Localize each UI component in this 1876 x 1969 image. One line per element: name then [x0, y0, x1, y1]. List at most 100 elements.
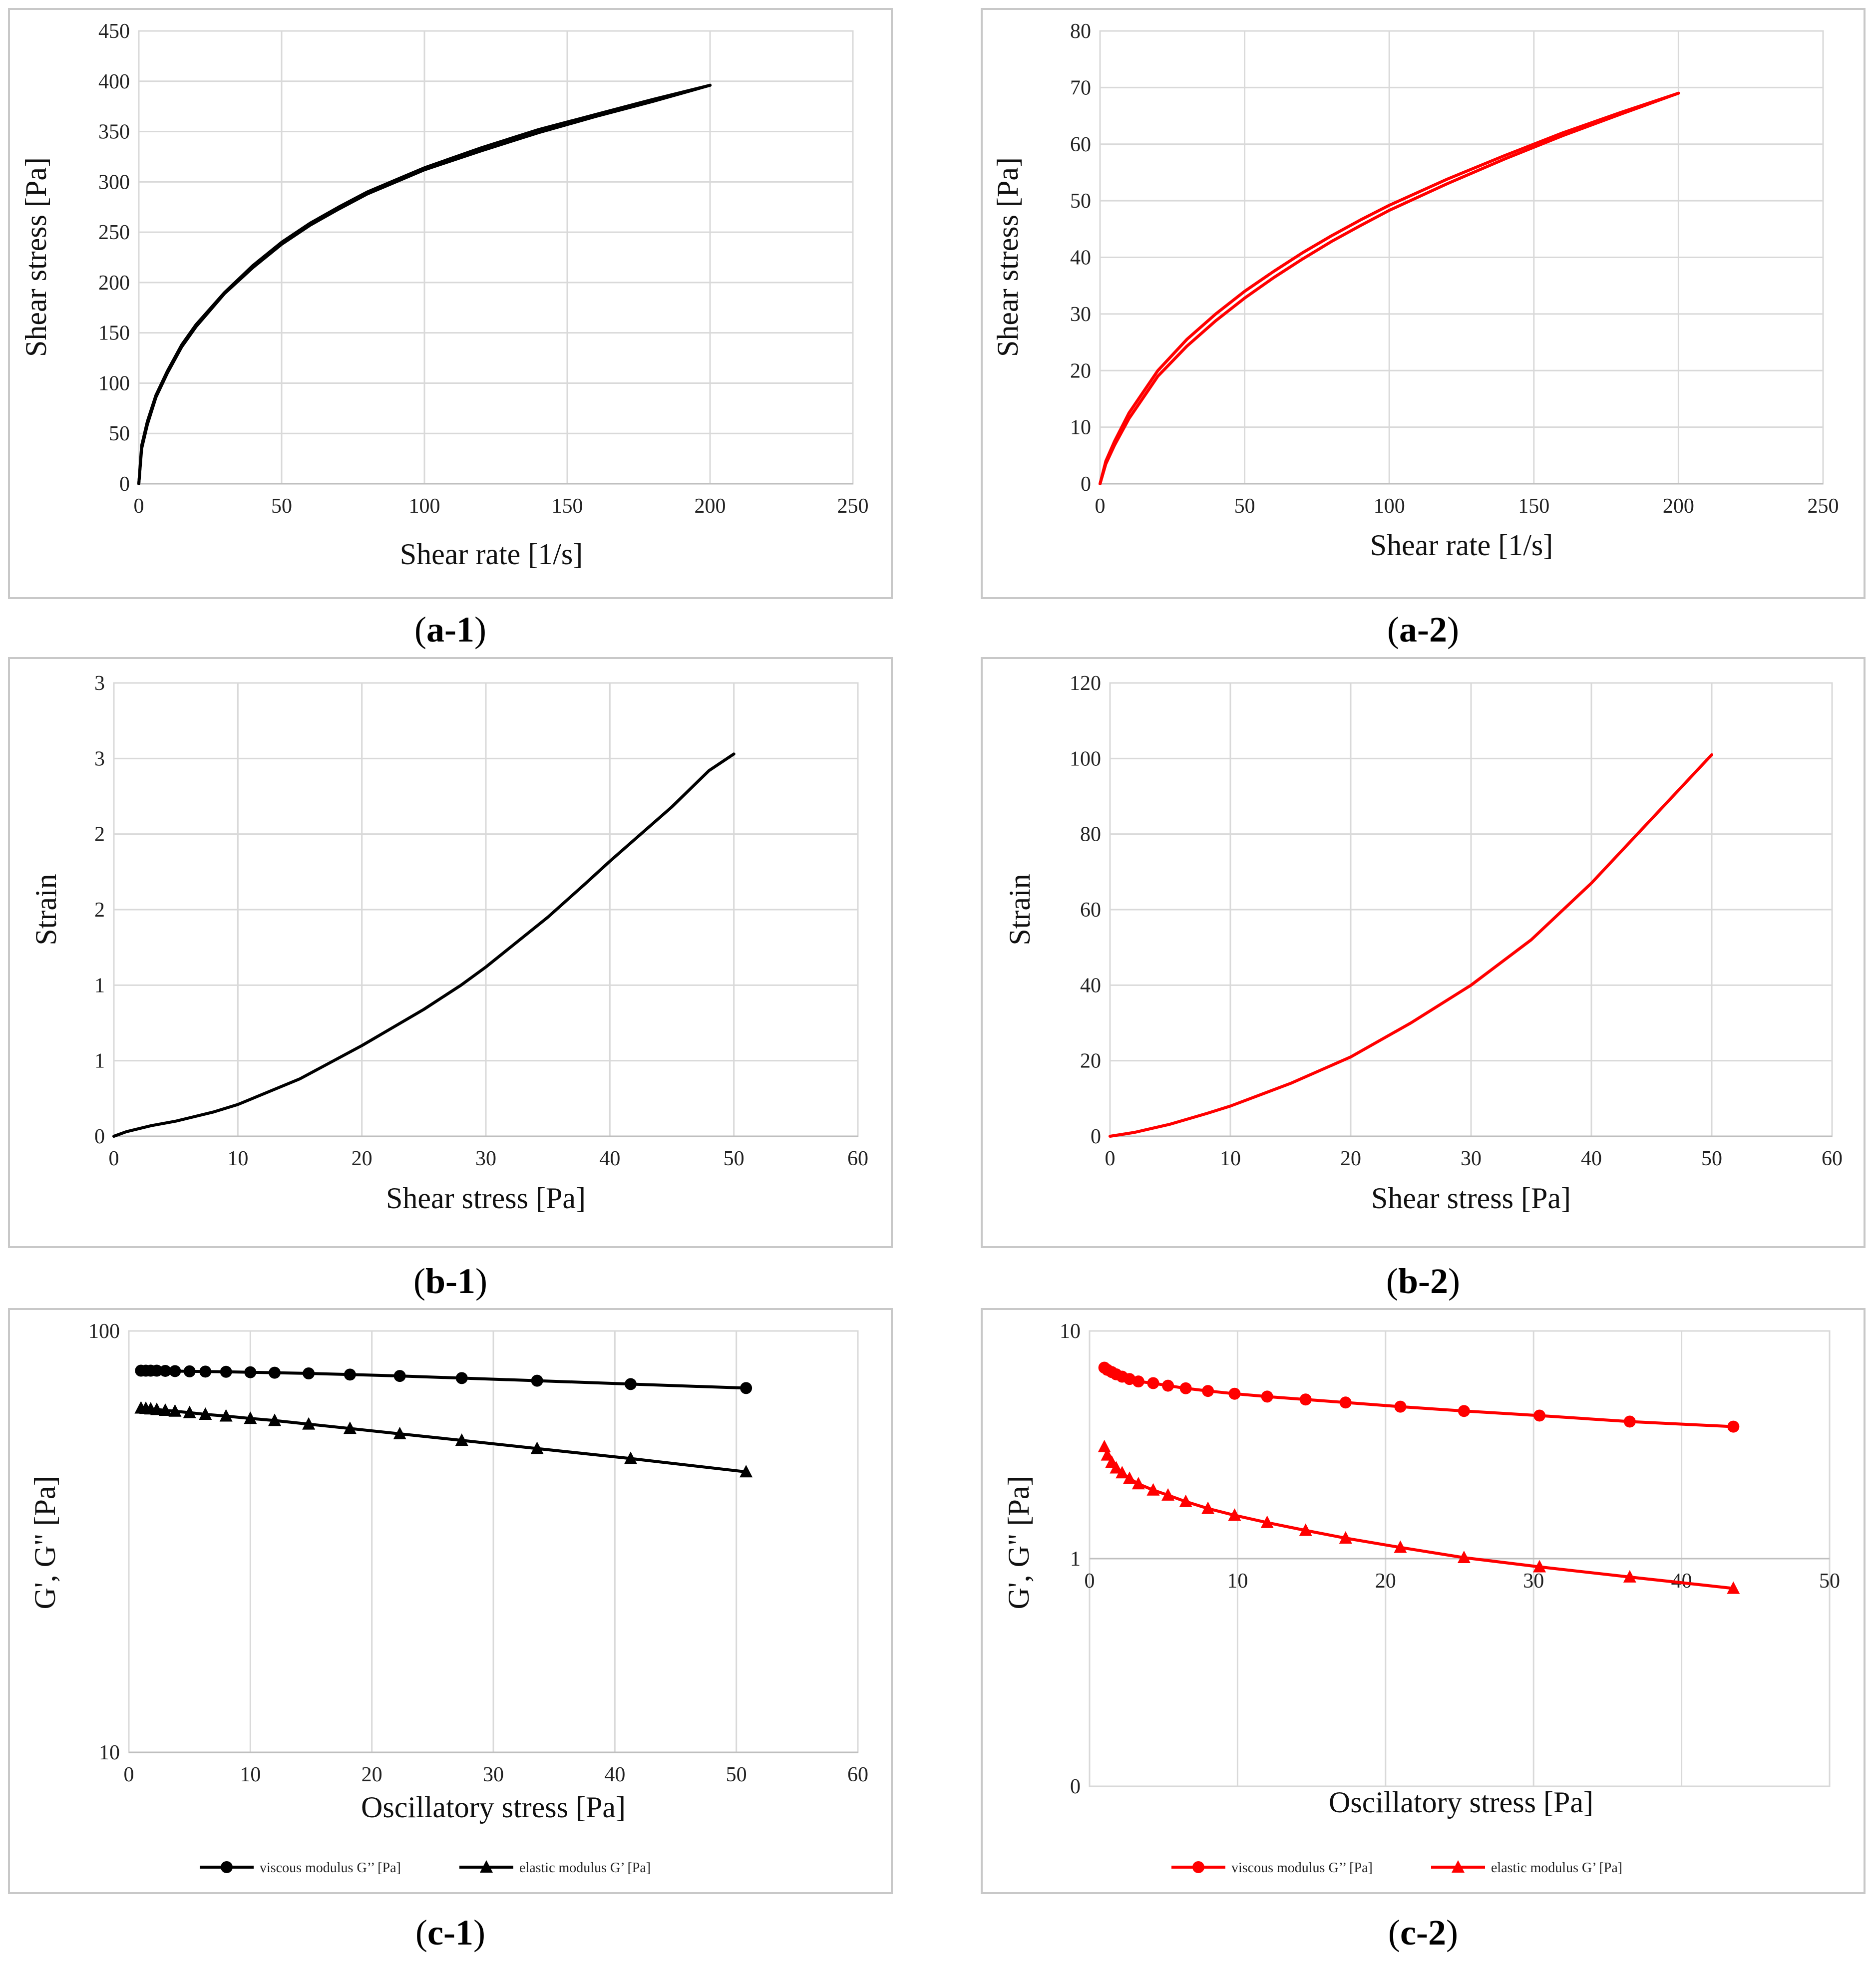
data-point [1147, 1377, 1159, 1389]
chart-caption: (b-2) [1386, 1261, 1460, 1301]
data-point [1727, 1581, 1740, 1594]
y-tick-label: 0 [94, 1125, 105, 1148]
y-tick-label: 100 [88, 1320, 120, 1343]
data-point [1533, 1560, 1546, 1573]
caption-paren: ) [474, 610, 486, 650]
caption-paren: ( [1387, 610, 1399, 650]
data-point [393, 1427, 406, 1440]
x-tick-label: 60 [847, 1763, 868, 1786]
data-point [344, 1368, 356, 1381]
data-point [1201, 1501, 1215, 1514]
y-axis-title: Strain [1003, 874, 1036, 945]
y-tick-label: 150 [98, 322, 130, 345]
x-tick-label: 0 [134, 495, 144, 518]
data-point [183, 1365, 196, 1377]
data-point [1261, 1390, 1273, 1403]
x-axis-title: Shear rate [1/s] [1370, 529, 1553, 562]
y-tick-label: 0 [1070, 1775, 1081, 1798]
x-tick-label: 30 [1523, 1570, 1544, 1593]
x-tick-label: 100 [1374, 495, 1405, 518]
legend: viscous modulus G’’ [Pa] elastic modulus … [200, 1860, 651, 1876]
data-point [1623, 1570, 1636, 1583]
data-point [1623, 1415, 1636, 1428]
legend-label: viscous modulus G’’ [Pa] [1231, 1860, 1373, 1876]
data-point [150, 1364, 163, 1377]
x-axis-title: Shear stress [Pa] [386, 1182, 586, 1215]
legend-marker [1452, 1860, 1465, 1873]
y-tick-label: 120 [1070, 672, 1101, 695]
y-tick-label: 50 [1070, 190, 1091, 213]
data-point [1162, 1379, 1174, 1392]
y-tick-label: 60 [1080, 899, 1101, 922]
data-point [1146, 1483, 1160, 1496]
caption-paren: ) [1448, 1261, 1460, 1301]
y-tick-label: 3 [94, 672, 105, 695]
caption-paren: ) [473, 1913, 485, 1953]
data-point [1457, 1551, 1471, 1564]
x-tick-label: 100 [409, 495, 440, 518]
data-point [244, 1411, 257, 1424]
data-point [740, 1382, 752, 1394]
x-tick-label: 10 [1220, 1147, 1241, 1170]
y-axis-title: Strain [29, 874, 62, 945]
legend-label: elastic modulus G’ [Pa] [519, 1860, 651, 1876]
y-tick-label: 1 [1070, 1548, 1081, 1571]
y-tick-label: 80 [1070, 20, 1091, 43]
data-point [1101, 1448, 1114, 1461]
data-point [530, 1441, 544, 1454]
x-tick-label: 60 [847, 1147, 868, 1170]
data-point [393, 1370, 406, 1382]
data-point [1339, 1531, 1352, 1544]
legend-label: elastic modulus G’ [Pa] [1491, 1860, 1622, 1876]
series-line [137, 83, 712, 485]
x-tick-label: 150 [552, 495, 583, 518]
caption-id: c-1 [427, 1913, 473, 1953]
series-1 [112, 752, 736, 1138]
y-tick-label: 40 [1080, 974, 1101, 997]
data-point [1179, 1494, 1192, 1507]
y-tick-label: 20 [1070, 359, 1091, 382]
x-tick-label: 40 [1581, 1147, 1602, 1170]
data-point [343, 1421, 357, 1434]
data-point [1533, 1409, 1546, 1422]
data-point [1458, 1405, 1470, 1417]
data-point [1110, 1461, 1123, 1474]
series-line [1109, 753, 1713, 1138]
x-tick-label: 20 [1375, 1570, 1396, 1593]
caption-paren: ( [1386, 1261, 1398, 1301]
data-point [740, 1465, 753, 1478]
data-point [303, 1367, 315, 1380]
data-point [1161, 1488, 1175, 1501]
series-2 [1098, 1439, 1740, 1594]
y-tick-label: 250 [98, 221, 130, 244]
chart-frame [8, 8, 893, 599]
caption-paren: ( [413, 1261, 425, 1301]
data-point [159, 1364, 171, 1377]
y-tick-label: 2 [94, 899, 105, 922]
caption-paren: ( [414, 610, 426, 650]
chart-frame [8, 657, 893, 1248]
data-point [1202, 1385, 1214, 1397]
x-tick-label: 0 [1095, 495, 1106, 518]
data-point [1179, 1382, 1192, 1394]
series-2 [1099, 91, 1680, 485]
chart-frame [981, 8, 1866, 599]
y-tick-label: 100 [1070, 747, 1101, 770]
caption-id: a-1 [426, 610, 474, 650]
y-tick-label: 0 [1081, 473, 1091, 496]
data-point [1228, 1508, 1241, 1521]
chart-caption: (a-2) [1387, 610, 1459, 650]
caption-id: b-1 [425, 1261, 475, 1301]
chart-caption: (c-1) [415, 1913, 485, 1953]
series-1 [1099, 91, 1680, 485]
data-point [1123, 1471, 1136, 1484]
x-tick-label: 0 [1085, 1570, 1095, 1593]
caption-paren: ( [1388, 1913, 1400, 1953]
data-point [1131, 1477, 1145, 1490]
caption-id: c-2 [1400, 1913, 1446, 1953]
caption-id: b-2 [1398, 1261, 1448, 1301]
x-tick-label: 50 [1234, 495, 1255, 518]
y-tick-label: 80 [1080, 823, 1101, 846]
